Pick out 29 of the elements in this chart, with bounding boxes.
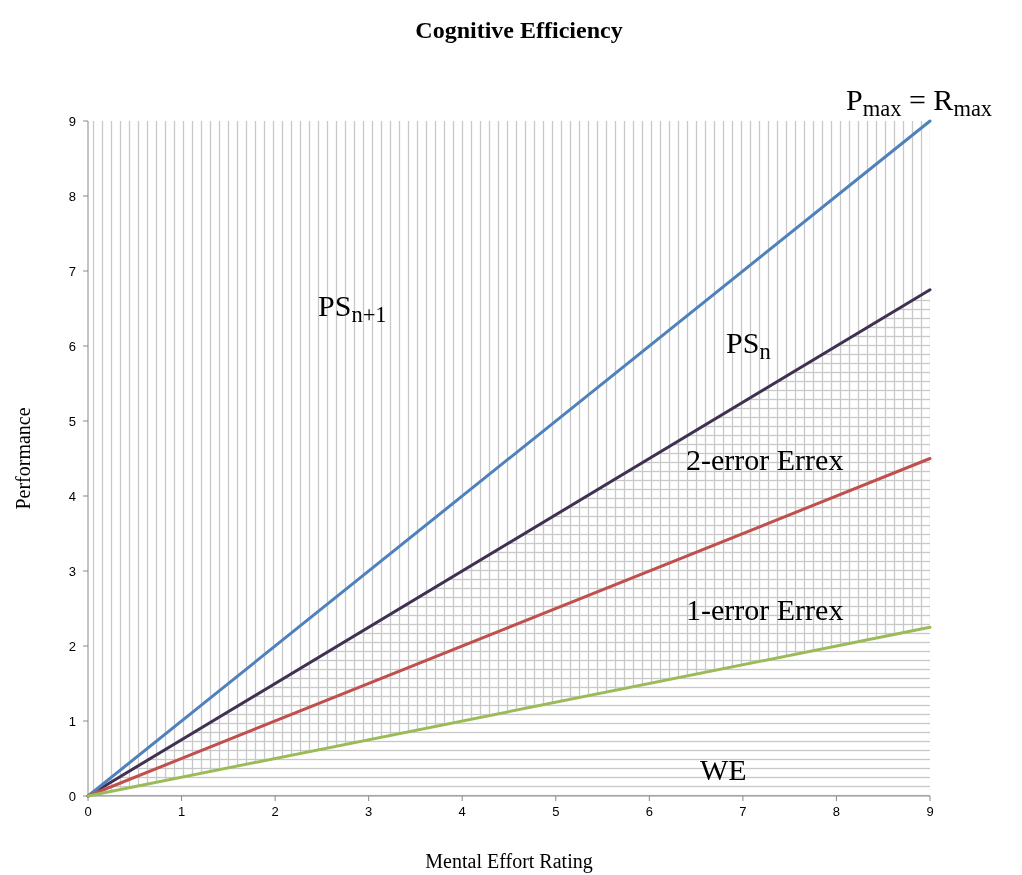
y-tick-label: 0 — [68, 788, 76, 804]
y-tick-label: 8 — [68, 188, 76, 204]
x-tick-label: 8 — [832, 804, 841, 819]
x-tick-label: 7 — [739, 804, 747, 819]
y-tick-label: 1 — [68, 713, 76, 729]
x-tick-label: 1 — [177, 804, 186, 819]
y-tick-label: 3 — [68, 563, 76, 579]
y-axis-title: Performance — [12, 407, 34, 510]
annotation: 1-error Errex — [686, 593, 844, 626]
text: P$_{max}$ = R$_{max}$ — [846, 83, 993, 121]
y-tick-label: 6 — [68, 338, 76, 354]
y-tick-label: 9 — [68, 113, 76, 129]
x-tick-label: 0 — [84, 804, 92, 819]
annotation: PS$_{n+1}$ — [318, 289, 387, 327]
x-axis-title: Mental Effort Rating — [425, 850, 593, 873]
y-tick-label: 7 — [68, 263, 76, 279]
x-tick-label: 9 — [926, 804, 934, 819]
annotation: PS$_{n}$ — [726, 326, 771, 364]
x-tick-label: 3 — [365, 804, 373, 819]
annotation: WE — [700, 753, 747, 786]
x-tick-label: 4 — [458, 804, 466, 819]
annotation: 2-error Errex — [686, 443, 844, 476]
x-tick-label: 6 — [645, 804, 653, 819]
x-tick-label: 5 — [552, 804, 560, 819]
y-tick-label: 4 — [68, 488, 76, 504]
y-tick-label: 5 — [68, 413, 76, 429]
chart-title: Cognitive Efficiency — [415, 17, 623, 43]
y-tick-label: 2 — [68, 638, 76, 654]
x-tick-label: 2 — [271, 804, 279, 819]
